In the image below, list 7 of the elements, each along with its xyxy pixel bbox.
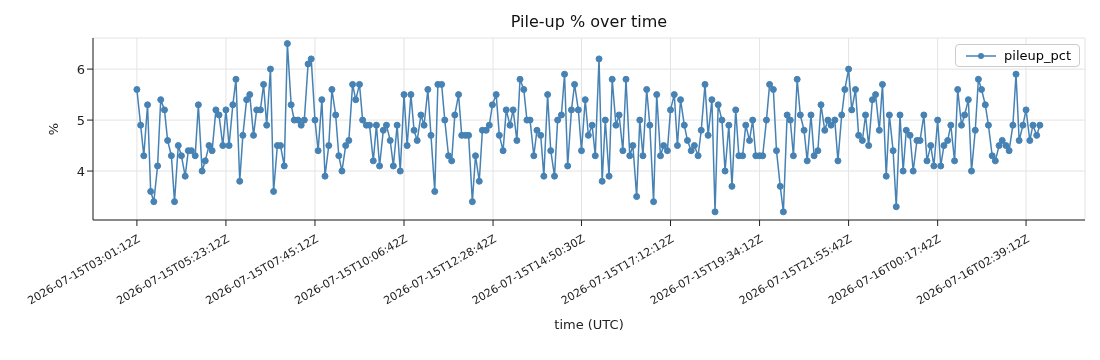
y-axis-title: % [45,122,61,136]
legend-label: pileup_pct [1004,48,1071,63]
chart-title: Pile-up % over time [509,12,669,31]
x-axis-title: time (UTC) [554,317,624,332]
y-tick-label: 5 [76,112,85,128]
y-tick-label: 4 [76,163,85,179]
y-tick-label: 6 [76,61,85,77]
